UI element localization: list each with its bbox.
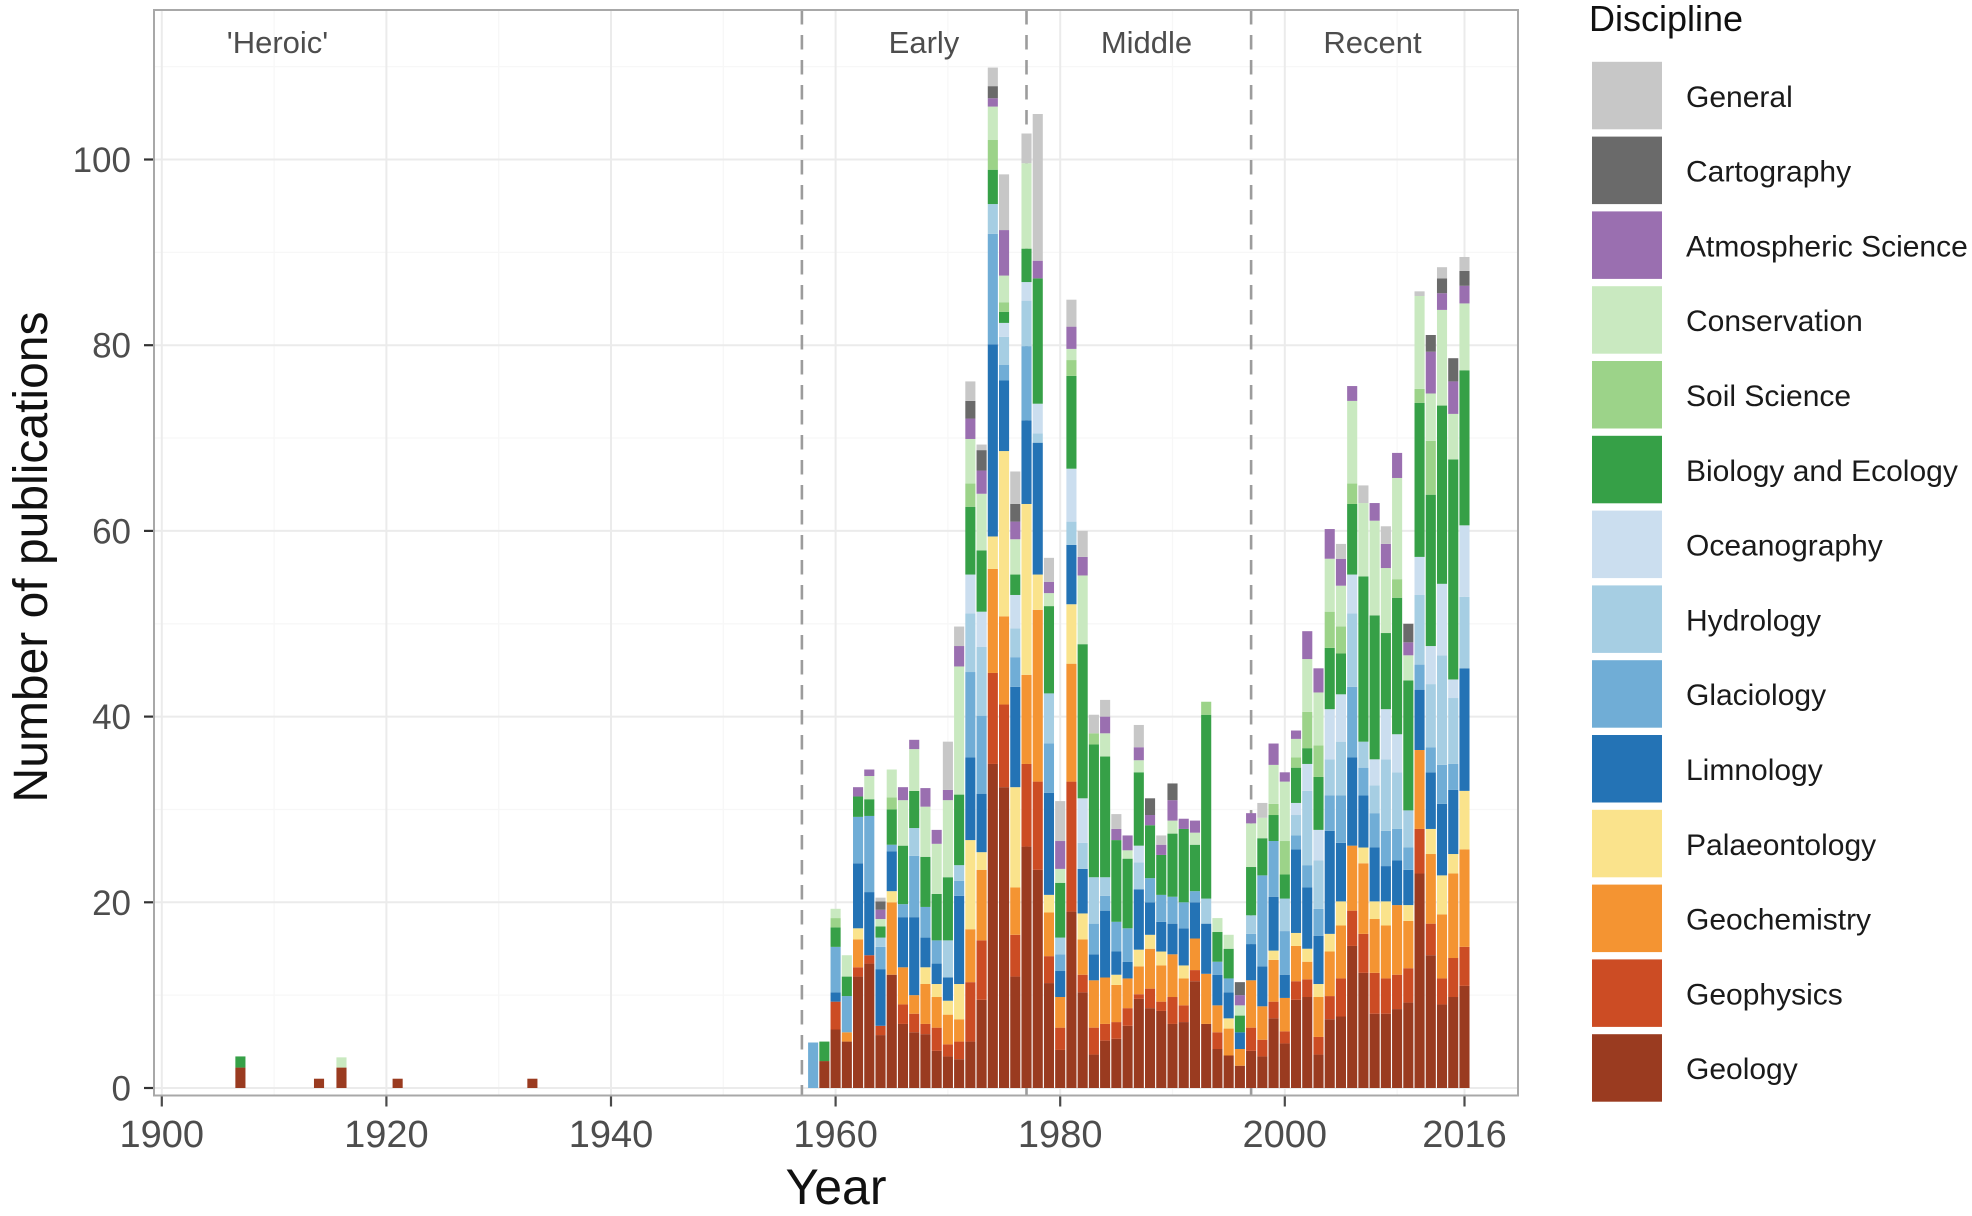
svg-text:Discipline: Discipline — [1589, 0, 1743, 39]
svg-text:2000: 2000 — [1243, 1114, 1328, 1156]
svg-text:1920: 1920 — [344, 1114, 429, 1156]
svg-text:100: 100 — [73, 141, 131, 180]
svg-text:'Heroic': 'Heroic' — [227, 25, 328, 60]
svg-text:1980: 1980 — [1018, 1114, 1103, 1156]
svg-text:Oceanography: Oceanography — [1686, 530, 1883, 563]
svg-text:Year: Year — [785, 1159, 886, 1211]
svg-text:80: 80 — [92, 327, 131, 366]
svg-text:Hydrology: Hydrology — [1686, 604, 1821, 637]
svg-text:Recent: Recent — [1323, 25, 1422, 60]
svg-text:Conservation: Conservation — [1686, 305, 1863, 338]
svg-text:Biology and Ecology: Biology and Ecology — [1686, 455, 1958, 488]
svg-text:20: 20 — [92, 884, 131, 923]
svg-text:Geophysics: Geophysics — [1686, 978, 1843, 1011]
svg-text:Geology: Geology — [1686, 1053, 1798, 1086]
svg-text:2016: 2016 — [1422, 1114, 1507, 1156]
svg-text:Cartography: Cartography — [1686, 156, 1851, 189]
svg-text:Atmospheric Science: Atmospheric Science — [1686, 230, 1968, 263]
svg-text:Soil Science: Soil Science — [1686, 380, 1851, 413]
svg-text:General: General — [1686, 81, 1793, 114]
svg-text:Early: Early — [889, 25, 960, 60]
svg-text:0: 0 — [112, 1070, 131, 1109]
svg-text:1940: 1940 — [569, 1114, 654, 1156]
svg-text:Geochemistry: Geochemistry — [1686, 904, 1871, 937]
svg-text:40: 40 — [92, 698, 131, 737]
svg-text:Palaeontology: Palaeontology — [1686, 829, 1876, 862]
svg-text:1900: 1900 — [120, 1114, 205, 1156]
svg-text:Number of publications: Number of publications — [5, 312, 58, 803]
svg-text:Glaciology: Glaciology — [1686, 679, 1826, 712]
svg-text:60: 60 — [92, 512, 131, 551]
svg-text:1960: 1960 — [793, 1114, 878, 1156]
svg-text:Middle: Middle — [1101, 25, 1192, 60]
svg-text:Limnology: Limnology — [1686, 754, 1823, 787]
